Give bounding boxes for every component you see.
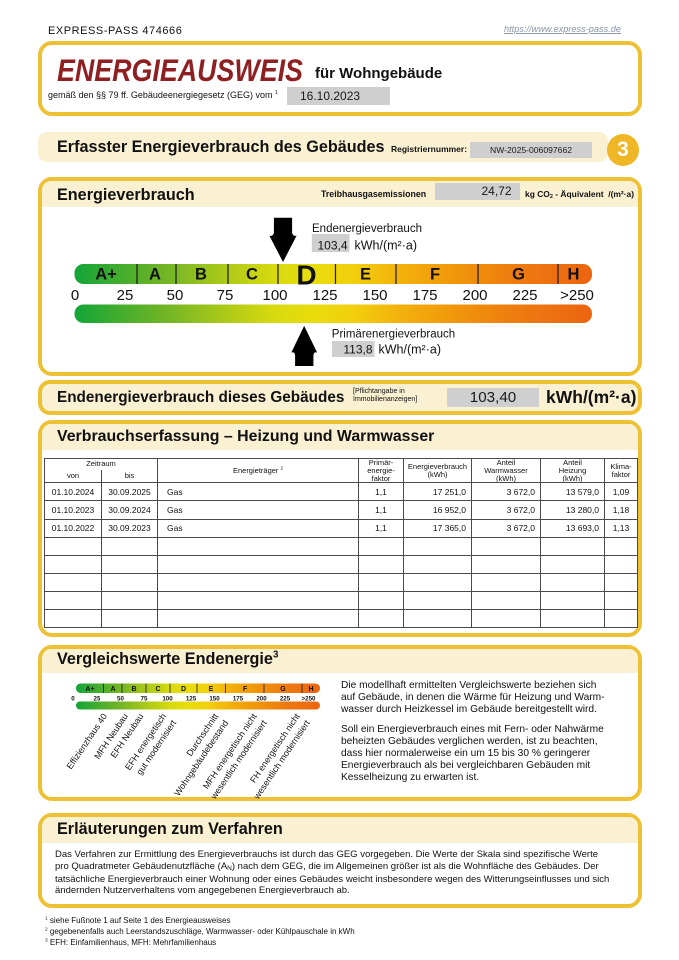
- svg-text:225: 225: [280, 696, 291, 703]
- svg-text:Endenergieverbrauch: Endenergieverbrauch: [312, 223, 422, 235]
- svg-text:G: G: [512, 266, 525, 284]
- svg-text:75: 75: [141, 696, 148, 703]
- svg-text:A: A: [110, 686, 115, 693]
- svg-text:A: A: [149, 266, 161, 284]
- svg-text:G: G: [280, 686, 286, 693]
- svg-text:100: 100: [262, 287, 287, 304]
- svg-text:25: 25: [117, 287, 134, 304]
- svg-text:200: 200: [462, 287, 487, 304]
- svg-text:100: 100: [162, 696, 173, 703]
- svg-text:Primärenergieverbrauch: Primärenergieverbrauch: [332, 329, 455, 341]
- svg-text:150: 150: [209, 696, 220, 703]
- svg-text:125: 125: [312, 287, 337, 304]
- svg-text:113,8: 113,8: [343, 343, 372, 357]
- svg-text:kWh/(m²·a): kWh/(m²·a): [355, 238, 418, 252]
- svg-text:D: D: [181, 686, 186, 693]
- svg-text:>250: >250: [302, 696, 316, 703]
- svg-text:50: 50: [117, 696, 124, 703]
- svg-text:A+: A+: [85, 686, 94, 693]
- svg-text:200: 200: [256, 696, 267, 703]
- svg-text:25: 25: [94, 696, 101, 703]
- svg-text:E: E: [360, 266, 371, 284]
- svg-text:50: 50: [167, 287, 184, 304]
- svg-text:H: H: [568, 266, 580, 284]
- svg-text:E: E: [209, 686, 214, 693]
- svg-text:0: 0: [71, 287, 79, 304]
- svg-text:H: H: [308, 686, 313, 693]
- svg-text:B: B: [195, 266, 207, 284]
- svg-text:225: 225: [512, 287, 537, 304]
- svg-text:C: C: [246, 266, 258, 284]
- svg-text:175: 175: [233, 696, 244, 703]
- svg-text:B: B: [131, 686, 136, 693]
- svg-text:A+: A+: [95, 266, 117, 284]
- svg-text:103,4: 103,4: [317, 238, 347, 252]
- svg-text:F: F: [430, 266, 440, 284]
- svg-text:175: 175: [412, 287, 437, 304]
- svg-text:D: D: [296, 260, 316, 291]
- svg-text:kWh/(m²·a): kWh/(m²·a): [379, 343, 442, 357]
- svg-text:>250: >250: [560, 287, 594, 304]
- svg-text:F: F: [243, 686, 248, 693]
- svg-text:75: 75: [217, 287, 234, 304]
- svg-text:150: 150: [362, 287, 387, 304]
- svg-text:0: 0: [71, 696, 75, 703]
- svg-text:C: C: [155, 686, 160, 693]
- svg-text:125: 125: [186, 696, 197, 703]
